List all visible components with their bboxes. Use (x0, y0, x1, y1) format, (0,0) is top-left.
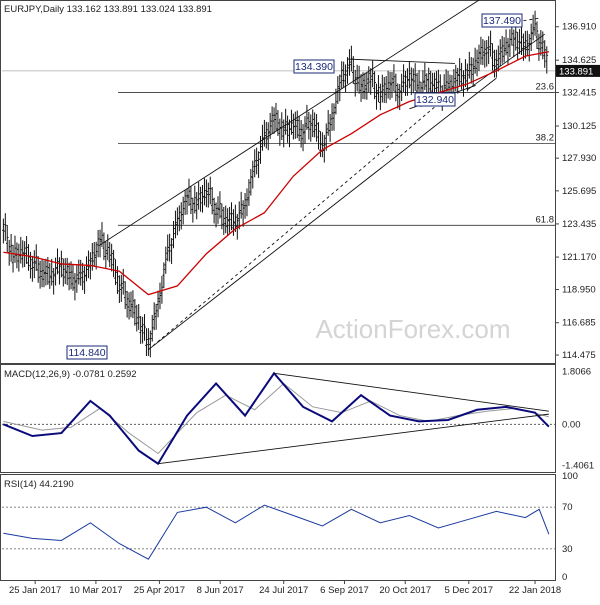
last-price-label: 133.891 (559, 66, 593, 77)
moving-average-line (3, 51, 549, 296)
y-tick-label: 125.695 (562, 186, 596, 197)
fib-label: 61.8 (536, 214, 555, 225)
macd-y-tick-label: -1.4061 (562, 460, 594, 471)
y-tick-label: 123.435 (562, 219, 596, 230)
annotation-label: 134.390 (295, 61, 333, 73)
trend-lines (99, 0, 545, 351)
x-tick-label: 20 Oct 2017 (379, 585, 431, 596)
y-tick-label: 136.910 (562, 22, 596, 33)
annotation-label: 114.840 (68, 347, 105, 359)
price-series (2, 10, 549, 358)
fibonacci-levels: 23.6 38.2 61.8 (2, 70, 555, 226)
annotation-box (66, 345, 108, 360)
y-tick-label: 118.950 (562, 285, 596, 296)
axes: 136.910 134.625 132.415 130.125 127.930 125.6… (9, 22, 600, 596)
rsi-header: RSI(14) 44.2190 (4, 479, 74, 490)
rsi-y-tick-label: 30 (562, 544, 573, 555)
rsi-y-tick-label: 100 (562, 471, 578, 482)
y-tick-label: 127.930 (562, 153, 596, 164)
y-tick-label: 132.415 (562, 88, 596, 99)
y-tick-label: 130.125 (562, 121, 596, 132)
y-tick-label: 114.475 (562, 350, 596, 361)
macd-y-tick-label: 1.8066 (562, 367, 591, 378)
watermark: ActionForex.com (315, 314, 510, 344)
y-tick-label: 116.685 (562, 318, 596, 329)
rsi-y-tick-label: 0 (562, 572, 567, 583)
rsi-series (2, 504, 555, 560)
last-price-box (556, 64, 600, 77)
rsi-y-tick-label: 70 (562, 502, 573, 513)
price-header: EURJPY,Daily 133.162 133.891 133.024 133… (4, 4, 212, 15)
macd-panel-frame (0, 364, 556, 473)
annotation-label: 137.490 (483, 15, 521, 27)
macd-signal-line (3, 382, 549, 455)
macd-y-tick-label: 0.00 (562, 419, 581, 430)
annotation-box (481, 13, 523, 28)
annotation-label: 132.940 (416, 94, 454, 106)
fib-label: 38.2 (536, 133, 555, 144)
channel-lower-line (148, 77, 497, 351)
x-tick-label: 6 Sep 2017 (320, 585, 369, 596)
x-tick-label: 8 Jun 2017 (197, 585, 244, 596)
support-dashed-line (148, 101, 442, 351)
macd-resistance-line (273, 372, 549, 412)
rsi-line (3, 504, 550, 560)
rsi-panel-frame (0, 474, 556, 581)
range-top-line (347, 58, 455, 64)
macd-series (2, 371, 555, 466)
annotation-box (293, 59, 335, 74)
x-tick-label: 22 Jan 2018 (509, 585, 561, 596)
macd-header: MACD(12,26,9) -0.0781 0.2592 (4, 369, 137, 380)
fib-label: 23.6 (536, 81, 555, 92)
x-tick-label: 25 Jan 2017 (9, 585, 61, 596)
x-tick-label: 10 Mar 2017 (69, 585, 122, 596)
y-tick-label: 121.170 (562, 252, 596, 263)
x-tick-label: 25 Apr 2017 (134, 585, 185, 596)
x-tick-label: 5 Dec 2017 (444, 585, 493, 596)
annotations: 137.490 134.390 132.940 114.840 (66, 13, 523, 360)
wedge-line (467, 33, 545, 91)
annotation-box (414, 92, 456, 107)
macd-support-line (157, 413, 549, 465)
price-panel-frame (0, 0, 556, 364)
y-tick-label: 134.625 (562, 55, 596, 66)
wedge-top-line (511, 17, 540, 23)
channel-upper-line (99, 0, 480, 246)
x-tick-label: 24 Jul 2017 (259, 585, 308, 596)
